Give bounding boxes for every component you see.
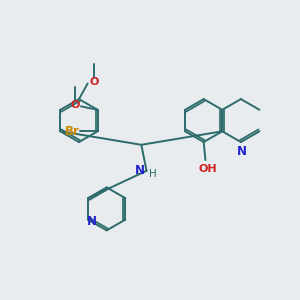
- Text: H: H: [149, 169, 157, 179]
- Text: O: O: [89, 77, 99, 87]
- Text: N: N: [237, 145, 247, 158]
- Text: N: N: [135, 164, 145, 177]
- Text: Br: Br: [64, 125, 80, 138]
- Text: OH: OH: [199, 164, 218, 173]
- Text: N: N: [87, 215, 97, 228]
- Text: O: O: [70, 100, 80, 110]
